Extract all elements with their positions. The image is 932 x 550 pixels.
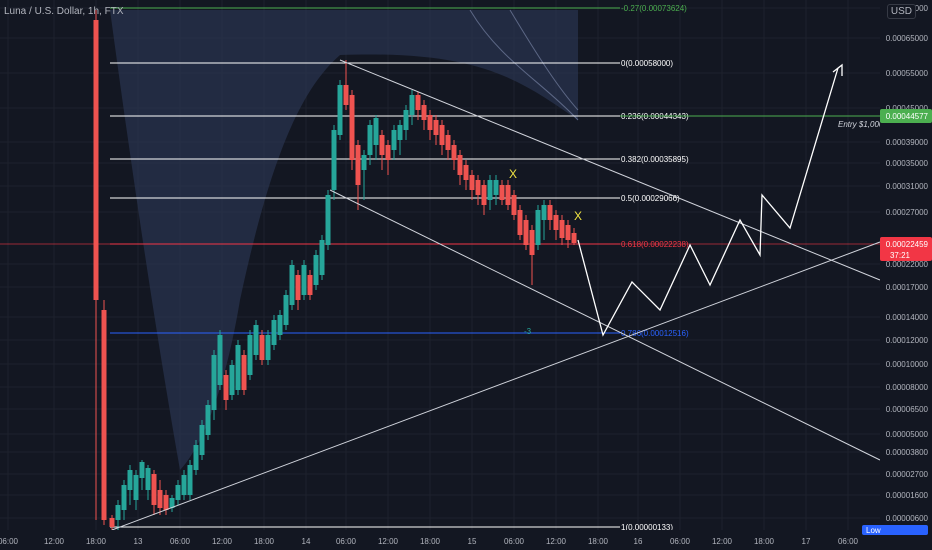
price-tick: 0.00027000 — [886, 208, 929, 217]
price-tick: 0.00055000 — [886, 69, 929, 78]
time-tick: 12:00 — [44, 537, 65, 546]
time-tick: 18:00 — [86, 537, 107, 546]
time-tick: 18:00 — [754, 537, 775, 546]
time-tick: 14 — [302, 537, 311, 546]
currency-button[interactable]: USD — [886, 4, 916, 19]
time-tick: 18:00 — [254, 537, 275, 546]
price-tick: 0.00014000 — [886, 313, 929, 322]
low-tag: Low — [866, 526, 881, 535]
time-tick: 06:00 — [504, 537, 525, 546]
fib-label: 0.382(0.00035895) — [621, 155, 689, 164]
price-tick: 0.00010000 — [886, 360, 929, 369]
fib-label: 0.5(0.00029066) — [621, 194, 680, 203]
price-tick: 0.00031000 — [886, 182, 929, 191]
time-tick: 15 — [468, 537, 477, 546]
time-axis-ticks: 06:00 12:00 18:00 13 06:00 12:00 18:00 14 06:00 1… — [0, 537, 859, 546]
price-tick: 0.00008000 — [886, 383, 929, 392]
price-tick: 0.00045000 — [886, 104, 929, 113]
price-tick: 0.00035000 — [886, 159, 929, 168]
price-tick: 0.00065000 — [886, 34, 929, 43]
fib-label: 0.786(0.00012516) — [621, 329, 689, 338]
time-axis[interactable] — [0, 530, 932, 550]
time-tick: 12:00 — [378, 537, 399, 546]
time-tick: 12:00 — [712, 537, 733, 546]
time-tick: 06:00 — [0, 537, 19, 546]
price-tags: 0.00044577 0.00022459 37:21 Low — [862, 109, 932, 535]
time-tick: 17 — [802, 537, 811, 546]
price-tick: 0.00006500 — [886, 405, 929, 414]
svg-text:X: X — [574, 209, 582, 223]
chart-title: Luna / U.S. Dollar, 1h, FTX — [4, 6, 124, 17]
price-tick: 0.00000600 — [886, 514, 929, 523]
time-tick: 06:00 — [838, 537, 859, 546]
time-tick: 18:00 — [588, 537, 609, 546]
time-tick: 12:00 — [546, 537, 567, 546]
time-tick: 16 — [634, 537, 643, 546]
time-tick: 18:00 — [420, 537, 441, 546]
x-marks: X X — [509, 167, 582, 223]
candles — [93, 10, 577, 530]
price-tick: 0.00001600 — [886, 491, 929, 500]
current-price-tag: 0.00022459 — [886, 240, 929, 249]
time-tick: 06:00 — [336, 537, 357, 546]
price-tick: 0.00039000 — [886, 138, 929, 147]
time-tick: 06:00 — [670, 537, 691, 546]
price-tick: 0.00017000 — [886, 283, 929, 292]
time-tick: 12:00 — [212, 537, 233, 546]
price-tick: 0.00003800 — [886, 448, 929, 457]
price-tick: 0.00002700 — [886, 470, 929, 479]
entry-price-tag: 0.00044577 — [886, 112, 929, 121]
price-tick: 0.00022000 — [886, 260, 929, 269]
shaded-band — [110, 9, 579, 470]
count-label: -3 — [524, 327, 532, 336]
trend-lines[interactable] — [111, 59, 881, 531]
fib-label: 0(0.00058000) — [621, 59, 673, 68]
time-tick: 13 — [134, 537, 143, 546]
fib-label: -0.27(0.00073624) — [621, 4, 687, 13]
entry-label: Entry $1,000 — [838, 120, 884, 129]
projection-path[interactable] — [577, 63, 843, 337]
price-axis[interactable] — [880, 0, 932, 550]
price-tick: 0.00005000 — [886, 430, 929, 439]
fib-label: 1(0.00000133) — [621, 523, 673, 532]
countdown-tag: 37:21 — [890, 251, 911, 260]
price-tick: 0.00012000 — [886, 336, 929, 345]
svg-text:X: X — [509, 167, 517, 181]
time-tick: 06:00 — [170, 537, 191, 546]
